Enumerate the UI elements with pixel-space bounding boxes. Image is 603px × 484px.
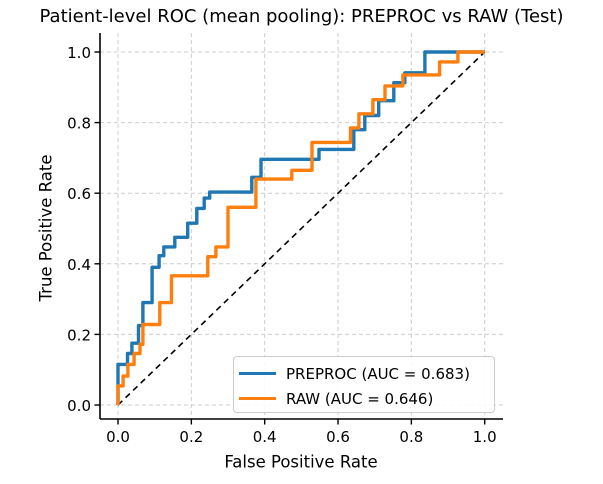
y-axis-label: True Positive Rate (37, 155, 56, 303)
preproc-roc-curve (116, 50, 485, 405)
y-tick-label: 0.4 (67, 256, 91, 274)
x-tick-label: 0.8 (399, 428, 423, 446)
preproc-line-swatch (239, 372, 276, 375)
y-tick-label: 0.2 (67, 326, 91, 344)
grid-lines (100, 33, 503, 419)
y-tick-label: 0.8 (67, 115, 91, 133)
raw-roc-curve (116, 50, 485, 405)
legend-label-raw: RAW (AUC = 0.646) (286, 389, 434, 408)
legend-label-preproc: PREPROC (AUC = 0.683) (286, 364, 470, 383)
x-tick-label: 0.4 (253, 428, 277, 446)
x-tick-label: 1.0 (473, 428, 497, 446)
x-tick-label: 0.0 (106, 428, 130, 446)
chart-title: Patient-level ROC (mean pooling): PREPRO… (39, 6, 564, 27)
legend-item-preproc: PREPROC (AUC = 0.683) (234, 361, 494, 386)
x-axis-label: False Positive Rate (224, 453, 377, 472)
y-tick-label: 0.6 (67, 185, 91, 203)
x-tick-label: 0.6 (326, 428, 350, 446)
tick-labels: 0.0 0.2 0.4 0.6 0.8 1.0 0.0 0.2 0.4 0.6 0.8 1.0 (67, 44, 496, 446)
roc-curves (116, 50, 485, 405)
legend-item-raw: RAW (AUC = 0.646) (234, 386, 494, 411)
y-tick-label: 0.0 (67, 397, 91, 415)
axes (99, 33, 503, 420)
raw-line-swatch (239, 397, 276, 400)
y-tick-label: 1.0 (67, 44, 91, 62)
tick-marks (94, 51, 486, 425)
legend-box: PREPROC (AUC = 0.683) RAW (AUC = 0.646) (233, 356, 495, 413)
chance-diagonal-line (117, 51, 486, 406)
reference-line-layer (117, 51, 486, 406)
x-tick-label: 0.2 (179, 428, 203, 446)
